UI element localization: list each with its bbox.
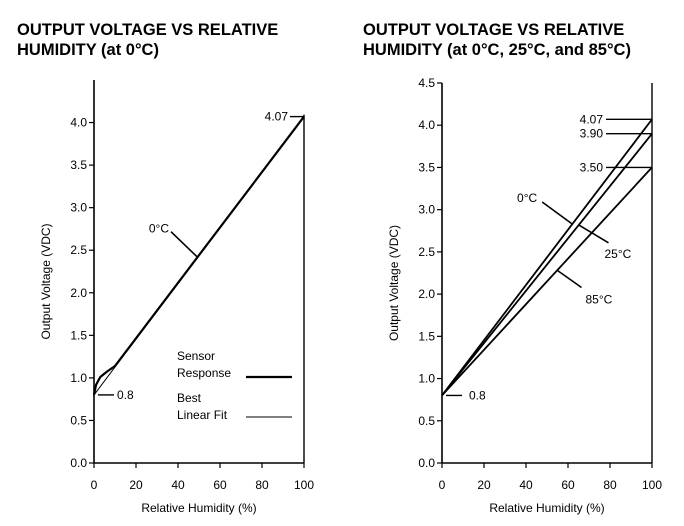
right-annot-label: 25°C <box>605 247 632 261</box>
right-annot-pointer <box>557 269 582 289</box>
left-xtick-label: 40 <box>171 478 185 492</box>
chart-title-left-line-1: OUTPUT VOLTAGE VS RELATIVE <box>17 21 279 39</box>
chart-title-left: OUTPUT VOLTAGE VS RELATIVE HUMIDITY (at … <box>17 20 278 60</box>
right-annot-label: 3.50 <box>580 160 604 174</box>
left-ytick-label: 0.0 <box>70 456 87 470</box>
left-xtick-label: 60 <box>213 478 227 492</box>
right-xtick-label: 60 <box>561 478 575 492</box>
left-legend-label: Sensor <box>177 349 215 363</box>
left-annot-pointer <box>170 231 198 258</box>
left-y-axis-title: Output Voltage (VDC) <box>39 223 53 339</box>
right-annot-label: 85°C <box>586 292 613 306</box>
right-annot-pointer <box>578 224 609 244</box>
right-series-line <box>441 166 653 397</box>
right-xtick-label: 40 <box>519 478 533 492</box>
right-annot-pointer <box>541 201 573 225</box>
right-ytick-label: 3.0 <box>418 203 435 217</box>
right-annot-label: 3.90 <box>580 127 604 141</box>
left-xtick-label: 0 <box>91 478 98 492</box>
right-series-line <box>441 133 653 396</box>
right-ytick-label: 2.0 <box>418 287 435 301</box>
right-ytick-label: 0.5 <box>418 414 435 428</box>
right-series-line <box>441 118 653 396</box>
right-xtick-label: 80 <box>603 478 617 492</box>
right-annot-label: 4.07 <box>580 112 604 126</box>
right-annot-label: 0°C <box>517 191 537 205</box>
right-annot-label: 0.8 <box>469 388 486 402</box>
left-ytick-label: 3.0 <box>70 201 87 215</box>
left-ytick-label: 1.5 <box>70 328 87 342</box>
left-xtick-label: 20 <box>129 478 143 492</box>
left-legend-label: Best <box>177 391 202 405</box>
left-ytick-label: 3.5 <box>70 158 87 172</box>
right-ytick-label: 0.0 <box>418 456 435 470</box>
right-xtick-label: 20 <box>477 478 491 492</box>
left-x-axis-title: Relative Humidity (%) <box>141 501 256 515</box>
chart-title-right: OUTPUT VOLTAGE VS RELATIVE HUMIDITY (at … <box>363 20 631 60</box>
right-ytick-label: 1.5 <box>418 329 435 343</box>
left-xtick-label: 100 <box>294 478 314 492</box>
left-xtick-label: 80 <box>255 478 269 492</box>
left-series-line <box>92 115 305 396</box>
left-annot-label: 0.8 <box>117 388 134 402</box>
right-x-axis-title: Relative Humidity (%) <box>489 501 604 515</box>
left-legend-label: Response <box>177 366 231 380</box>
chart-title-left-line-2: HUMIDITY (at 0°C) <box>17 41 159 59</box>
right-ytick-label: 4.5 <box>418 76 435 90</box>
left-series-line <box>93 116 305 396</box>
right-xtick-label: 0 <box>439 478 446 492</box>
right-ytick-label: 2.5 <box>418 245 435 259</box>
left-ytick-label: 1.0 <box>70 371 87 385</box>
chart-title-right-line-1: OUTPUT VOLTAGE VS RELATIVE <box>363 21 625 39</box>
right-ytick-label: 3.5 <box>418 160 435 174</box>
right-y-axis-title: Output Voltage (VDC) <box>387 225 401 341</box>
right-ytick-label: 4.0 <box>418 118 435 132</box>
left-ytick-label: 2.5 <box>70 243 87 257</box>
left-annot-label: 4.07 <box>265 110 289 124</box>
left-annot-label: 0°C <box>149 222 169 236</box>
left-ytick-label: 4.0 <box>70 116 87 130</box>
chart-title-right-line-2: HUMIDITY (at 0°C, 25°C, and 85°C) <box>363 41 631 59</box>
left-ytick-label: 0.5 <box>70 413 87 427</box>
left-ytick-label: 2.0 <box>70 286 87 300</box>
left-legend-label: Linear Fit <box>177 408 228 422</box>
right-ytick-label: 1.0 <box>418 372 435 386</box>
right-xtick-label: 100 <box>642 478 662 492</box>
